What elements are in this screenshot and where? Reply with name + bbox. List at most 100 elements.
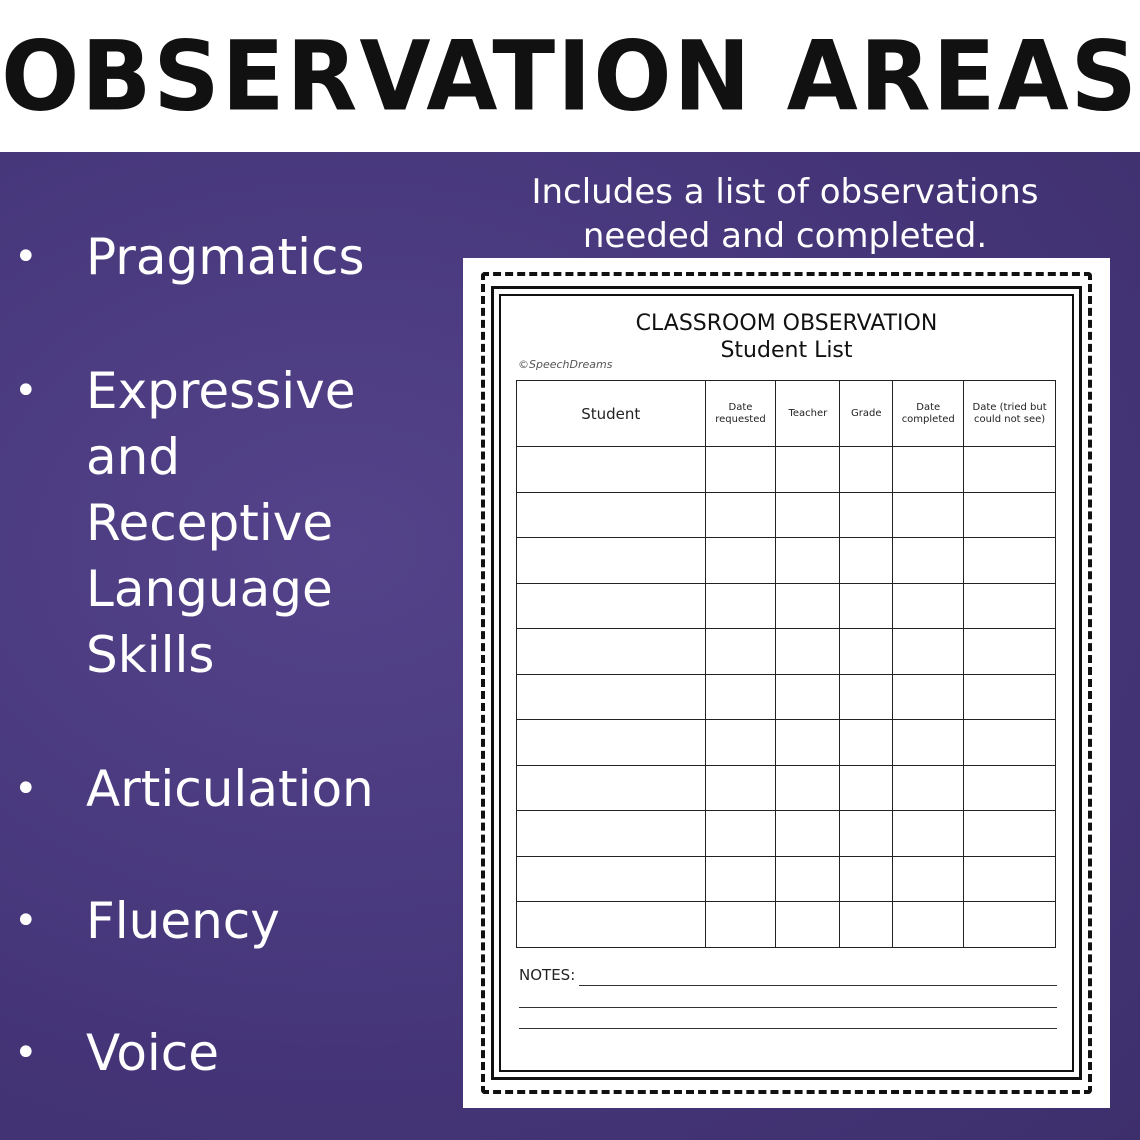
table-cell: [892, 628, 965, 675]
caption: Includes a list of observations needed a…: [531, 172, 1039, 256]
column-header: Grade: [839, 380, 894, 447]
table-cell: [839, 537, 894, 584]
dashed-border: [481, 272, 1092, 1094]
table-cell: [892, 582, 965, 630]
table-cell: [839, 673, 894, 721]
header: Observation Areas: [0, 0, 1140, 152]
column-header: Teacher: [775, 380, 841, 447]
table-row: [516, 446, 1056, 493]
table-cell: [892, 537, 965, 584]
table-cell: [963, 764, 1056, 812]
table-cell: [704, 537, 777, 584]
table-row: [516, 582, 1056, 630]
column-header: Date (tried but could not see): [963, 380, 1056, 447]
table-cell: [775, 491, 841, 539]
border-inner: [499, 294, 1074, 1072]
table-row: [516, 628, 1056, 675]
table-cell: [516, 537, 706, 584]
table-row: [516, 901, 1056, 948]
table-cell: [963, 628, 1056, 675]
table-row: [516, 810, 1056, 857]
table-cell: [516, 810, 706, 857]
table-cell: [892, 901, 965, 948]
table-cell: [516, 628, 706, 675]
table-cell: [963, 446, 1056, 493]
border-outer: [491, 286, 1082, 1080]
table-cell: [775, 855, 841, 903]
column-header: Date requested: [704, 380, 777, 447]
table-cell: [516, 673, 706, 721]
table-cell: [839, 764, 894, 812]
table-cell: [839, 719, 894, 766]
bullet-icon: •: [14, 368, 38, 414]
table-cell: [704, 719, 777, 766]
table-cell: [839, 810, 894, 857]
table-cell: [516, 764, 706, 812]
table-cell: [516, 446, 706, 493]
table-cell: [892, 719, 965, 766]
notes-line: [519, 1007, 1057, 1008]
table-cell: [704, 446, 777, 493]
table-cell: [775, 764, 841, 812]
table-cell: [704, 491, 777, 539]
watermark: ©SpeechDreams: [518, 358, 613, 371]
notes-line: [579, 985, 1057, 986]
table-cell: [516, 855, 706, 903]
table-row: [516, 764, 1056, 812]
table-cell: [775, 719, 841, 766]
table-cell: [963, 855, 1056, 903]
table-cell: [704, 764, 777, 812]
table-cell: [839, 628, 894, 675]
table-row: [516, 855, 1056, 903]
worksheet-preview: CLASSROOM OBSERVATION Student List ©Speec…: [463, 258, 1110, 1108]
table-cell: [516, 901, 706, 948]
table-row: [516, 491, 1056, 539]
table-cell: [516, 719, 706, 766]
table-cell: [963, 810, 1056, 857]
table-row: [516, 537, 1056, 584]
table-cell: [775, 446, 841, 493]
table-cell: [704, 628, 777, 675]
table-cell: [892, 673, 965, 721]
table-cell: [775, 673, 841, 721]
table-cell: [704, 582, 777, 630]
table-cell: [775, 901, 841, 948]
table-cell: [839, 582, 894, 630]
table-cell: [839, 901, 894, 948]
table-cell: [963, 537, 1056, 584]
table-cell: [516, 582, 706, 630]
table-cell: [839, 855, 894, 903]
bullet-icon: •: [14, 234, 38, 280]
table-row: [516, 719, 1056, 766]
bullet-icon: •: [14, 1030, 38, 1076]
student-table: Student Date requested Teacher Grade Date co…: [516, 380, 1056, 948]
table-cell: [775, 628, 841, 675]
table-cell: [775, 537, 841, 584]
table-cell: [516, 491, 706, 539]
table-cell: [704, 855, 777, 903]
table-cell: [892, 491, 965, 539]
table-cell: [892, 810, 965, 857]
bullet-icon: •: [14, 766, 38, 812]
column-header: Student: [516, 380, 706, 447]
table-cell: [704, 901, 777, 948]
table-cell: [704, 810, 777, 857]
table-cell: [963, 719, 1056, 766]
table-cell: [963, 491, 1056, 539]
table-cell: [892, 446, 965, 493]
table-cell: [775, 582, 841, 630]
table-cell: [963, 901, 1056, 948]
table-cell: [839, 446, 894, 493]
table-row: [516, 673, 1056, 721]
table-cell: [892, 764, 965, 812]
table-cell: [963, 673, 1056, 721]
page-title: Observation Areas: [1, 19, 1139, 133]
table-cell: [839, 491, 894, 539]
bullet-icon: •: [14, 898, 38, 944]
worksheet-title: CLASSROOM OBSERVATION Student List: [635, 311, 938, 363]
column-header: Date completed: [892, 380, 965, 447]
notes-line: [519, 1028, 1057, 1029]
table-cell: [963, 582, 1056, 630]
table-cell: [775, 810, 841, 857]
table-cell: [704, 673, 777, 721]
